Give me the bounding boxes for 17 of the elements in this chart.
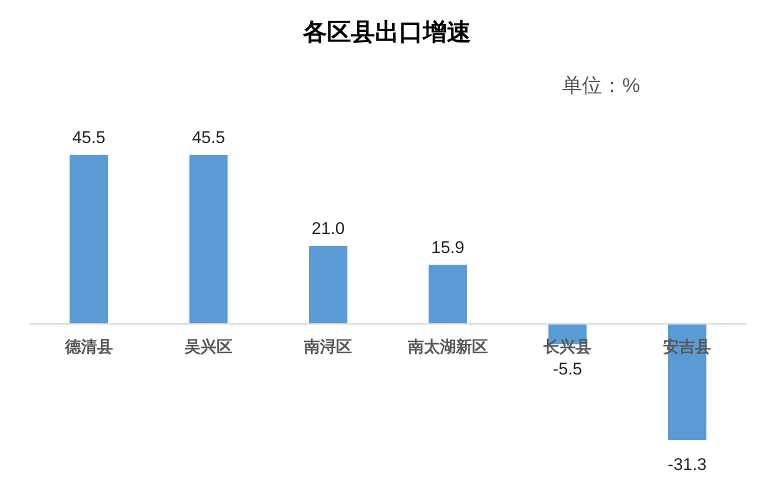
data-label: 21.0 — [312, 218, 345, 238]
chart-title: 各区县出口增速 — [302, 19, 471, 46]
data-label: 15.9 — [431, 238, 464, 257]
bar — [428, 264, 467, 324]
text: 单位：% — [562, 75, 640, 97]
x-tick-label: 长兴县 — [542, 338, 592, 356]
data-label: 45.5 — [192, 128, 226, 147]
x-tick-label: 吴兴区 — [184, 338, 232, 356]
x-tick-label: 南太湖新区 — [406, 338, 488, 356]
x-tick-label: 德清县 — [64, 338, 113, 356]
data-label: 45.5 — [72, 128, 106, 147]
x-tick-label: 南浔区 — [303, 338, 352, 356]
data-label: -5.5 — [552, 359, 582, 378]
bar — [70, 155, 108, 324]
data-label: -31.3 — [668, 455, 707, 474]
bar — [309, 246, 348, 324]
bar — [189, 155, 228, 324]
